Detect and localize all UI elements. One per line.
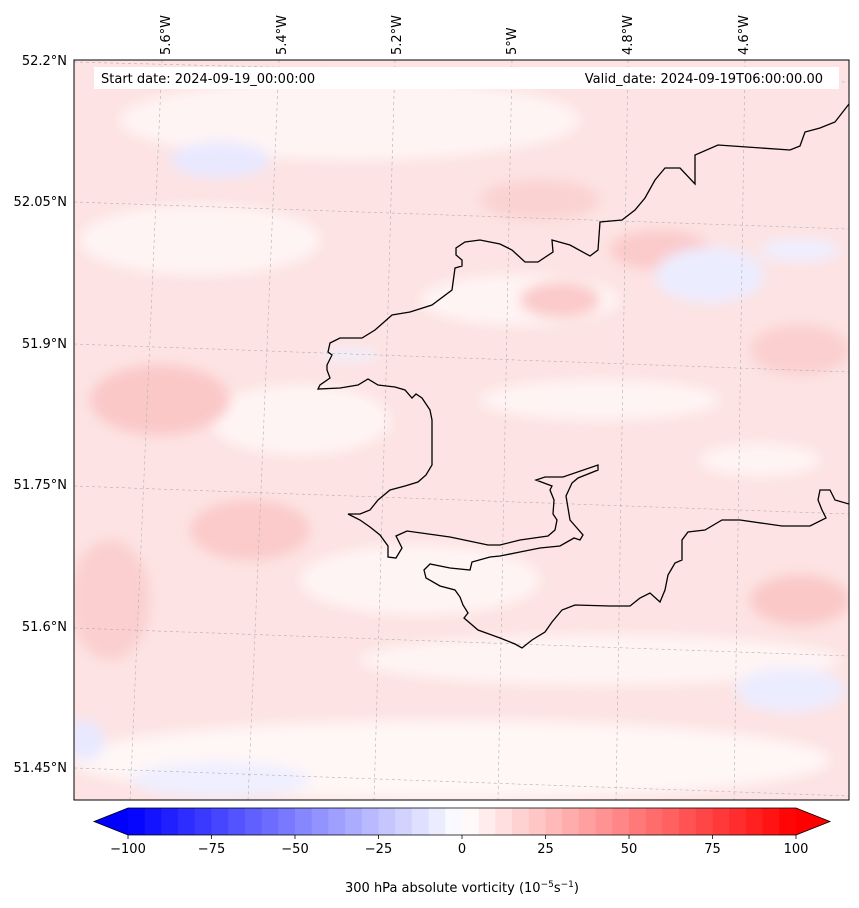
colorbar-label: 300 hPa absolute vorticity (10−5s−1)	[345, 880, 579, 896]
lon-label-5-2w: 5.2°W	[390, 15, 405, 55]
colorbar-bin	[745, 808, 764, 835]
colorbar-bin	[462, 808, 480, 835]
colorbar-bin	[261, 808, 279, 835]
lon-label-5-4w: 5.4°W	[275, 15, 290, 55]
colorbar-bin	[612, 808, 630, 835]
colorbar-bin	[128, 808, 146, 835]
lat-label-51-75n: 51.75°N	[14, 478, 67, 493]
colorbar-bin	[161, 808, 179, 835]
colorbar-bin	[428, 808, 446, 835]
colorbar-bin	[411, 808, 430, 835]
coastline	[316, 103, 849, 649]
vorticity-field	[74, 60, 849, 800]
colorbar-bin	[278, 808, 296, 835]
header-box	[94, 67, 839, 89]
colorbar-bin	[629, 808, 647, 835]
latitude-labels: 52.2°N 52.05°N 51.9°N 51.75°N 51.6°N 51.…	[14, 54, 67, 776]
lat-label-52-05n: 52.05°N	[14, 195, 67, 210]
lat-label-51-45n: 51.45°N	[14, 761, 67, 776]
colorbar-bin	[361, 808, 380, 835]
colorbar-bin	[495, 808, 513, 835]
colorbar-extend-high	[796, 808, 830, 835]
colorbar: −100 −75 −50 −25 0 25 50 75 100 300 hPa absolute…	[92, 807, 832, 896]
lat-label-51-6n: 51.6°N	[22, 620, 67, 635]
colorbar-tick-label: −50	[281, 842, 308, 857]
lon-label-4-6w: 4.6°W	[737, 15, 752, 55]
colorbar-bin	[679, 808, 697, 835]
colorbar-extend-low	[94, 808, 128, 835]
colorbar-bin	[729, 808, 747, 835]
colorbar-tick-label: 25	[537, 842, 554, 857]
colorbar-bin	[328, 808, 346, 835]
lat-label-51-9n: 51.9°N	[22, 337, 67, 352]
lon-label-5-6w: 5.6°W	[159, 15, 174, 55]
colorbar-bin	[194, 808, 213, 835]
colorbar-bin	[695, 808, 714, 835]
colorbar-bin	[779, 808, 797, 835]
colorbar-tick-label: 50	[621, 842, 638, 857]
colorbar-tick-label: 100	[784, 842, 809, 857]
colorbar-tick-label: −75	[198, 842, 225, 857]
colorbar-tick-label: 0	[458, 842, 466, 857]
colorbar-bin	[478, 808, 496, 835]
colorbar-bin	[662, 808, 680, 835]
colorbar-bin	[578, 808, 597, 835]
colorbar-bin	[562, 808, 580, 835]
colorbar-tick-label: −100	[110, 842, 146, 857]
map-frame	[73, 59, 850, 801]
colorbar-bin	[528, 808, 547, 835]
colorbar-bin	[295, 808, 313, 835]
colorbar-bin	[311, 808, 329, 835]
colorbar-tick-label: −25	[365, 842, 392, 857]
valid-date-text: Valid_date: 2024-09-19T06:00:00.00	[585, 72, 823, 87]
colorbar-bin	[712, 808, 730, 835]
colorbar-bin	[545, 808, 563, 835]
start-date-text: Start date: 2024-09-19_00:00:00	[101, 72, 315, 87]
colorbar-bin	[762, 808, 780, 835]
colorbar-bin	[244, 808, 263, 835]
colorbar-bin	[211, 808, 229, 835]
colorbar-bin	[645, 808, 663, 835]
lon-label-5w: 5°W	[505, 27, 520, 55]
colorbar-bin	[395, 808, 413, 835]
colorbar-bin	[178, 808, 196, 835]
colorbar-bin	[445, 808, 463, 835]
lon-label-4-8w: 4.8°W	[621, 15, 636, 55]
colorbar-bin	[144, 808, 162, 835]
colorbar-bin	[228, 808, 246, 835]
colorbar-bin	[512, 808, 530, 835]
colorbar-tick-label: 75	[704, 842, 721, 857]
colorbar-bin	[345, 808, 363, 835]
lat-label-52-2n: 52.2°N	[22, 54, 67, 69]
longitude-labels: 5.6°W 5.4°W 5.2°W 5°W 4.8°W 4.6°W	[159, 15, 752, 55]
colorbar-bin	[378, 808, 396, 835]
colorbar-bin	[595, 808, 613, 835]
